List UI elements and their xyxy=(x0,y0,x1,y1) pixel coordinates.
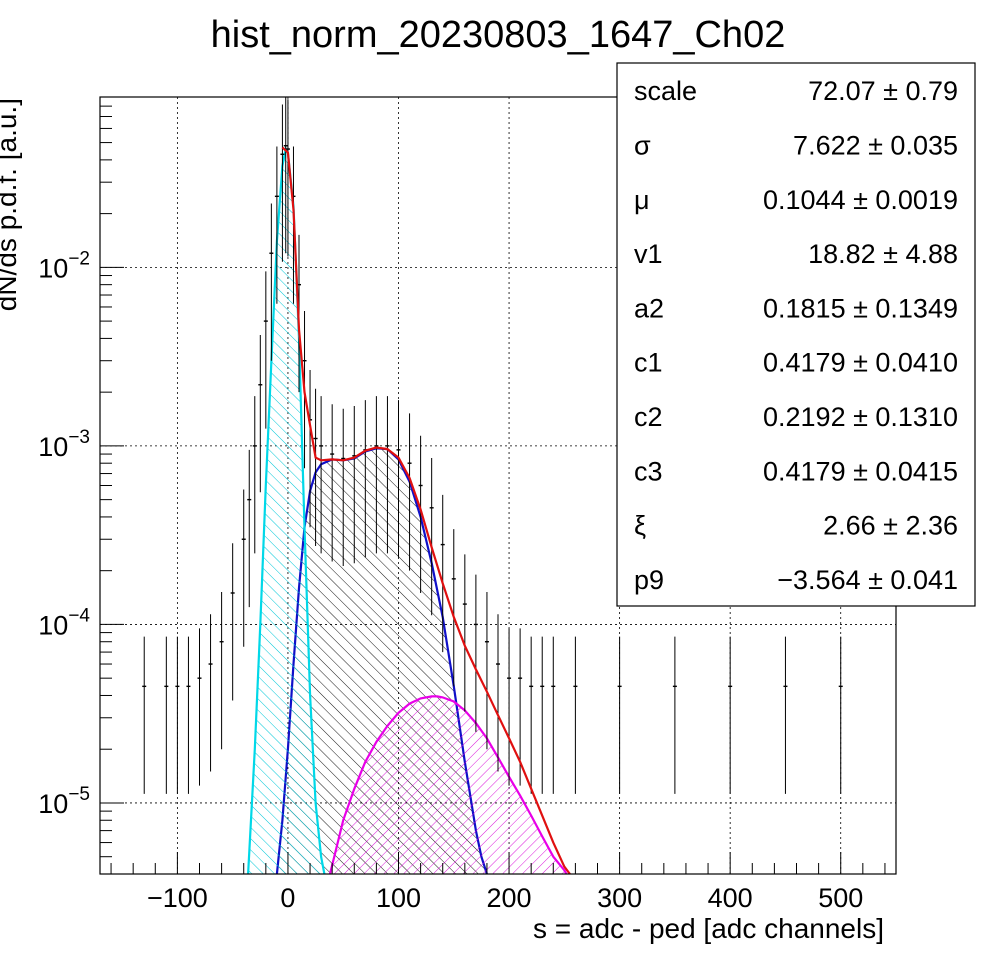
data-points xyxy=(142,97,843,794)
series-layer xyxy=(142,97,843,874)
x-tick-label: −100 xyxy=(147,883,208,913)
x-tick-label: 500 xyxy=(818,883,863,913)
x-axis-label: s = adc - ped [adc channels] xyxy=(533,913,884,944)
stats-param-value: 7.622 ± 0.035 xyxy=(793,130,958,160)
stats-param-value: 0.4179 ± 0.0415 xyxy=(763,456,958,486)
stats-param-value: 0.4179 ± 0.0410 xyxy=(763,348,958,378)
y-tick-label: 10−4 xyxy=(38,605,90,640)
total-fit-curve xyxy=(281,146,571,874)
stats-box: scale 72.07 ± 0.79 σ 7.622 ± 0.035 μ 0.1044 ±… xyxy=(616,62,976,607)
y-tick-label: 10−5 xyxy=(38,784,90,819)
component-fill xyxy=(248,149,325,874)
stats-param-name: scale xyxy=(634,76,697,106)
x-tick-label: 400 xyxy=(708,883,753,913)
axes: −100 0 100 200 300 400 500 10−5 10−4 10−3 10−2 xyxy=(38,96,886,913)
x-tick-label: 100 xyxy=(376,883,421,913)
stats-param-value: 0.2192 ± 0.1310 xyxy=(763,402,958,432)
y-tick-label: 10−2 xyxy=(38,248,90,283)
x-tick-label: 0 xyxy=(280,883,295,913)
stats-param-value: 18.82 ± 4.88 xyxy=(808,239,958,269)
y-tick-label: 10−3 xyxy=(38,427,90,462)
stats-param-value: 0.1044 ± 0.0019 xyxy=(763,185,958,215)
stats-param-value: 0.1815 ± 0.1349 xyxy=(763,293,958,323)
stats-param-name: c1 xyxy=(634,348,663,378)
stats-box-frame xyxy=(616,62,976,607)
stats-param-name: v1 xyxy=(634,239,663,269)
x-tick-label: 300 xyxy=(597,883,642,913)
stats-param-name: μ xyxy=(634,185,650,215)
stats-param-name: c3 xyxy=(634,456,663,486)
stats-param-name: p9 xyxy=(634,565,664,595)
stats-param-name: a2 xyxy=(634,293,664,323)
component-fill xyxy=(329,696,567,874)
component-curve xyxy=(328,695,568,874)
y-axis-label: dN/ds p.d.f. [a.u.] xyxy=(0,98,22,311)
x-tick-label: 200 xyxy=(487,883,532,913)
stats-param-value: 72.07 ± 0.79 xyxy=(808,76,958,106)
chart-title: hist_norm_20230803_1647_Ch02 xyxy=(211,14,786,56)
stats-param-name: ξ xyxy=(634,511,646,541)
stats-param-name: σ xyxy=(634,130,651,160)
stats-param-value: 2.66 ± 2.36 xyxy=(823,511,958,541)
stats-param-value: −3.564 ± 0.041 xyxy=(777,565,958,595)
stats-param-name: c2 xyxy=(634,402,663,432)
